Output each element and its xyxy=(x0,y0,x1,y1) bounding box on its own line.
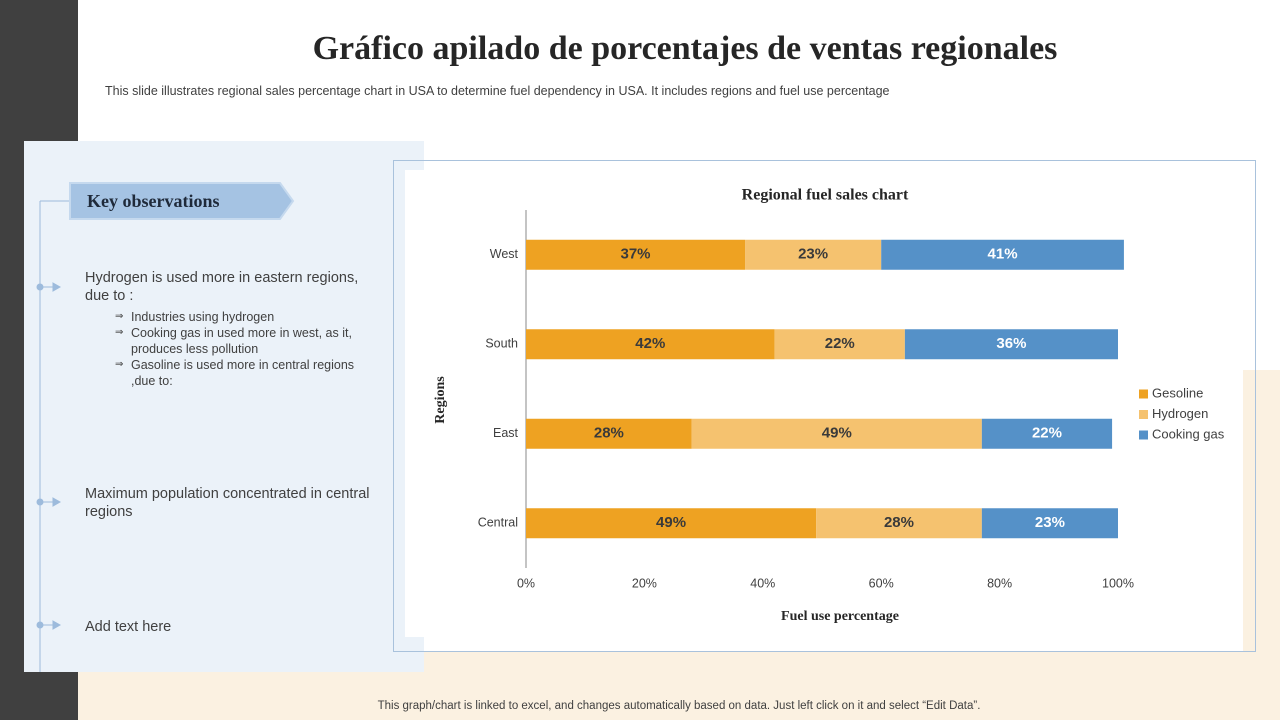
bar-segment xyxy=(881,239,1124,270)
value-label: 22% xyxy=(825,335,855,352)
bar-segment xyxy=(691,418,982,449)
bar-segment xyxy=(745,239,882,270)
observation: Maximum population concentrated in centr… xyxy=(85,486,370,520)
value-label: 23% xyxy=(798,246,828,263)
value-label: 49% xyxy=(822,425,852,442)
bar-segment xyxy=(526,329,775,360)
y-tick-label: Central xyxy=(478,516,518,530)
legend-swatch xyxy=(1139,430,1148,440)
bar-segment xyxy=(526,239,746,270)
value-label: 42% xyxy=(635,335,665,352)
value-label: 28% xyxy=(594,425,624,442)
x-tick-label: 80% xyxy=(987,576,1012,590)
observations-heading: Key observations xyxy=(87,191,220,211)
bar-segment xyxy=(816,508,982,539)
legend-label: Hydrogen xyxy=(1152,406,1208,421)
value-label: 22% xyxy=(1032,425,1062,442)
bar-segment xyxy=(981,508,1118,539)
y-tick-label: West xyxy=(490,247,519,261)
x-tick-label: 20% xyxy=(632,576,657,590)
x-tick-label: 40% xyxy=(750,576,775,590)
sub-observation: Industries using hydrogen xyxy=(115,309,380,325)
bar-segment xyxy=(981,418,1113,449)
bar-segment xyxy=(774,329,905,360)
chart-frame xyxy=(393,160,1256,652)
observation: Add text here xyxy=(85,619,172,635)
x-tick-label: 0% xyxy=(517,576,535,590)
legend-label: Cooking gas xyxy=(1152,426,1225,441)
x-axis-title: Fuel use percentage xyxy=(781,609,899,624)
bar-segment xyxy=(526,508,817,539)
observation: Hydrogen is used more in eastern regions… xyxy=(85,269,380,389)
x-tick-label: 100% xyxy=(1102,576,1134,590)
value-label: 36% xyxy=(996,335,1026,352)
sub-observation: Gasoline is used more in central regions… xyxy=(115,357,380,389)
sub-observation: Cooking gas in used more in west, as it,… xyxy=(115,325,380,357)
bar-segment xyxy=(904,329,1118,360)
legend-swatch xyxy=(1139,410,1148,419)
value-label: 41% xyxy=(988,246,1018,263)
value-label: 28% xyxy=(884,514,914,531)
value-label: 49% xyxy=(656,514,686,531)
observations-panel xyxy=(24,141,424,672)
bar-segment xyxy=(526,418,692,449)
y-tick-label: South xyxy=(485,337,518,351)
y-tick-label: East xyxy=(493,426,519,440)
observation-text: Hydrogen is used more in eastern regions… xyxy=(85,270,359,304)
legend-swatch xyxy=(1139,389,1148,399)
bullets xyxy=(36,282,62,630)
y-axis-title: Regions xyxy=(433,376,448,424)
subtitle: This slide illustrates regional sales pe… xyxy=(105,84,890,98)
value-label: 23% xyxy=(1035,514,1065,531)
beige-band xyxy=(1243,370,1280,670)
footer: This graph/chart is linked to excel, and… xyxy=(377,700,981,712)
chart-title: Regional fuel sales chart xyxy=(742,187,909,204)
title: Gráfico apilado de porcentajes de ventas… xyxy=(312,30,1058,67)
heading-arrow xyxy=(69,182,295,220)
legend-label: Gesoline xyxy=(1152,385,1203,400)
value-label: 37% xyxy=(621,246,651,263)
x-tick-label: 60% xyxy=(869,576,894,590)
